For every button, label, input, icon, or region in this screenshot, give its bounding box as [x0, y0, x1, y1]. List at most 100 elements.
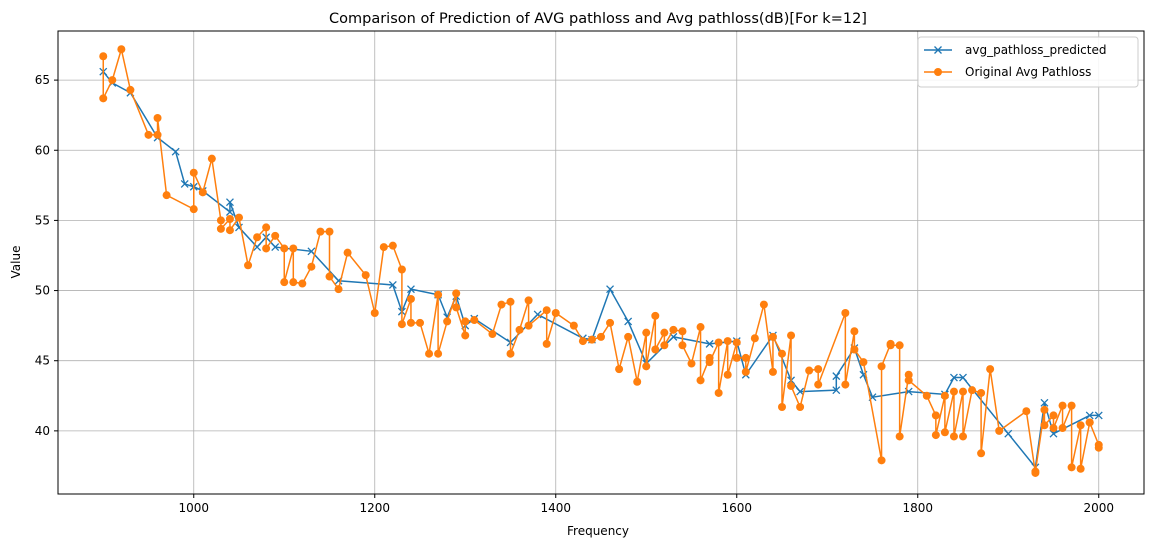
data-point-x	[949, 373, 958, 382]
data-point-x	[1085, 411, 1094, 420]
data-point-circle	[461, 331, 470, 340]
data-point-circle	[551, 309, 560, 318]
data-point-circle	[687, 359, 696, 368]
data-point-circle	[325, 227, 334, 236]
data-point-circle	[723, 370, 732, 379]
data-point-circle	[207, 154, 216, 163]
x-tick-label: 1400	[540, 501, 571, 515]
data-point-circle	[298, 279, 307, 288]
data-point-circle	[1040, 405, 1049, 414]
data-point-circle	[741, 367, 750, 376]
x-tick-label: 1000	[178, 501, 209, 515]
data-point-circle	[289, 278, 298, 287]
data-point-circle	[198, 188, 207, 197]
data-point-circle	[144, 130, 153, 139]
data-point-circle	[99, 94, 108, 103]
data-point-circle	[696, 323, 705, 332]
data-point-circle	[117, 45, 126, 54]
data-point-circle	[189, 205, 198, 214]
chart-title: Comparison of Prediction of AVG pathloss…	[329, 11, 867, 27]
data-point-circle	[778, 349, 786, 358]
data-point-circle	[524, 296, 533, 305]
data-point-x	[225, 208, 234, 216]
data-point-circle	[1058, 401, 1067, 410]
data-point-circle	[316, 227, 325, 236]
data-point-circle	[406, 318, 415, 327]
data-point-circle	[796, 403, 805, 412]
data-point-circle	[949, 387, 958, 396]
data-point-x	[934, 46, 942, 54]
y-tick-label: 60	[35, 143, 50, 157]
data-point-circle	[1076, 464, 1085, 473]
data-point-circle	[225, 215, 234, 224]
data-point-circle	[669, 325, 678, 334]
data-point-circle	[904, 376, 913, 385]
data-point-circle	[325, 272, 334, 281]
data-point-circle	[216, 224, 225, 233]
series-layer	[99, 45, 1103, 477]
data-point-circle	[778, 403, 786, 412]
data-point-x	[624, 317, 633, 326]
data-point-circle	[841, 380, 850, 389]
data-point-x	[307, 247, 316, 256]
data-point-circle	[334, 285, 343, 294]
data-point-circle	[307, 262, 316, 271]
data-point-circle	[705, 358, 714, 367]
series-original-avg-pathloss	[99, 45, 1103, 477]
data-point-circle	[850, 345, 859, 354]
data-point-x	[832, 372, 841, 381]
data-point-circle	[606, 318, 615, 327]
data-point-circle	[434, 349, 443, 358]
data-point-circle	[814, 365, 823, 374]
data-point-circle	[814, 380, 823, 389]
data-point-circle	[1022, 407, 1031, 416]
data-point-circle	[1067, 463, 1076, 472]
data-point-circle	[922, 391, 931, 400]
data-point-circle	[406, 294, 415, 303]
data-point-circle	[959, 387, 967, 396]
x-tick-label: 1600	[721, 501, 752, 515]
data-point-circle	[615, 365, 624, 374]
data-point-circle	[361, 271, 370, 280]
legend-label: Original Avg Pathloss	[965, 65, 1091, 79]
data-point-circle	[859, 358, 868, 367]
data-point-x	[1049, 429, 1058, 438]
data-point-circle	[515, 325, 524, 334]
data-point-circle	[931, 431, 940, 440]
data-point-circle	[949, 432, 958, 441]
y-tick-label: 50	[35, 284, 50, 298]
data-point-circle	[895, 432, 904, 441]
data-point-circle	[741, 353, 750, 362]
data-point-circle	[235, 213, 243, 222]
data-point-circle	[750, 334, 759, 343]
data-point-circle	[759, 300, 768, 309]
data-point-circle	[452, 303, 461, 312]
data-point-x	[606, 285, 615, 294]
data-point-circle	[904, 370, 913, 379]
data-point-x	[388, 280, 397, 289]
data-point-circle	[714, 338, 723, 347]
legend-item: avg_pathloss_predicted	[924, 43, 1106, 57]
data-point-circle	[968, 386, 977, 395]
data-point-circle	[768, 367, 777, 376]
data-point-circle	[1085, 418, 1094, 427]
data-point-circle	[99, 52, 108, 61]
y-axis-label: Value	[9, 246, 23, 279]
data-point-circle	[244, 261, 253, 270]
data-point-circle	[877, 362, 886, 371]
data-point-x	[406, 285, 415, 294]
data-point-circle	[940, 391, 949, 400]
plot-frame	[57, 30, 1145, 495]
x-tick-label: 1200	[359, 501, 390, 515]
data-point-x	[705, 339, 714, 348]
data-point-circle	[189, 168, 198, 177]
data-point-circle	[497, 300, 506, 309]
data-point-circle	[787, 331, 796, 340]
data-point-circle	[578, 337, 587, 346]
data-point-x	[1004, 429, 1013, 438]
data-point-x	[832, 386, 841, 395]
data-point-circle	[633, 377, 642, 386]
data-point-circle	[1067, 401, 1076, 410]
